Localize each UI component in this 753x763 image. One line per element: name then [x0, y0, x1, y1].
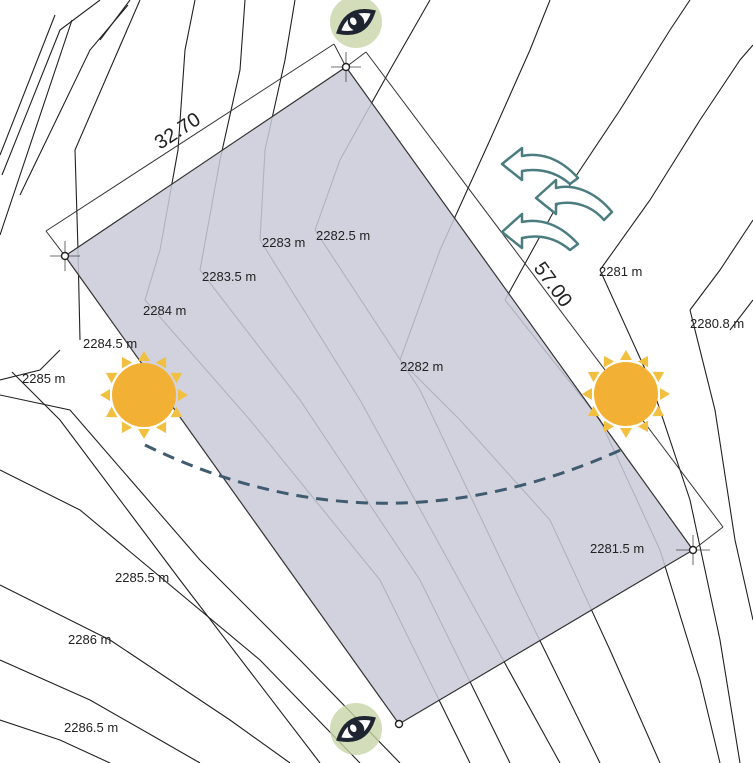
contour-label-2285-5: 2285.5 m	[115, 570, 169, 585]
contour-label-2283-5: 2283.5 m	[202, 269, 256, 284]
corner-markers	[50, 52, 710, 729]
length-dimension-label: 57.00	[529, 258, 576, 311]
contour-label-2283: 2283 m	[262, 235, 305, 250]
contour-label-2281: 2281 m	[599, 264, 642, 279]
wind-arrow-icon	[500, 212, 580, 252]
sun-path-arc	[144, 443, 626, 505]
contour-label-2284: 2284 m	[143, 303, 186, 318]
contour-label-2281-5: 2281.5 m	[590, 541, 644, 556]
eye-icon	[330, 703, 382, 755]
contour-label-2284-5: 2284.5 m	[83, 336, 137, 351]
eye-icon	[330, 0, 382, 48]
wind-arrow-icon	[500, 146, 580, 186]
contour-label-2282-5: 2282.5 m	[316, 228, 370, 243]
sun-icon	[100, 351, 188, 439]
contour-label-2286: 2286 m	[68, 632, 111, 647]
contour-label-2280-8: 2280.8 m	[690, 316, 744, 331]
contour-label-2282: 2282 m	[400, 359, 443, 374]
wind-arrow-icon	[534, 178, 614, 222]
contour-labels: 2283 m 2282.5 m 2283.5 m 2284 m 2284.5 m…	[22, 228, 744, 735]
contour-label-2286-5: 2286.5 m	[64, 720, 118, 735]
contour-label-2285: 2285 m	[22, 371, 65, 386]
wind-arrows	[500, 146, 614, 252]
dimension-lines	[45, 43, 724, 551]
sun-icon	[582, 350, 670, 438]
